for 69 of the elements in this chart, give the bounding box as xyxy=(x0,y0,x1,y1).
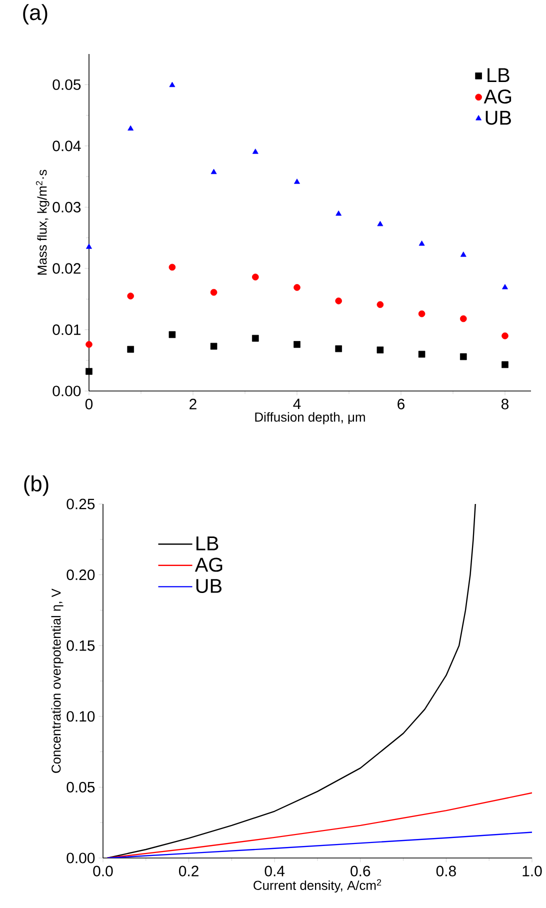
point xyxy=(210,342,218,350)
point xyxy=(335,345,342,352)
point xyxy=(169,82,176,88)
y-tick-label: 0.00 xyxy=(52,386,81,396)
point xyxy=(210,168,217,174)
point xyxy=(252,334,259,342)
point xyxy=(418,310,426,318)
chart-title: (a) xyxy=(23,4,48,25)
point xyxy=(210,288,218,296)
x-tick-label: 0.2 xyxy=(179,866,199,876)
legend-label: AG xyxy=(195,558,222,572)
point xyxy=(460,353,467,360)
x-tick-label: 6 xyxy=(398,398,405,410)
x-tick-label: 1.0 xyxy=(522,866,542,876)
y-tick-label: 0.00 xyxy=(66,852,95,864)
y-tick-label: 0.04 xyxy=(52,140,81,152)
legend-label: UB xyxy=(196,579,222,593)
chart-title: (b) xyxy=(24,475,48,496)
legend-label: UB xyxy=(486,110,512,125)
point xyxy=(376,346,384,354)
point xyxy=(168,264,176,271)
y-axis-title: Concentration overpotential η, V xyxy=(51,588,64,773)
point xyxy=(86,368,93,375)
point xyxy=(252,148,259,154)
point xyxy=(168,331,176,338)
point xyxy=(376,301,384,308)
point xyxy=(86,244,92,249)
x-axis-title: Current density, A/cm$^{2}$ xyxy=(254,879,382,893)
point xyxy=(502,284,508,290)
y-tick-label: 0.05 xyxy=(66,782,95,792)
point xyxy=(377,220,384,226)
y-axis-title: Mass flux, kg/m$^{2}$·s xyxy=(36,170,50,275)
point xyxy=(86,341,93,348)
point xyxy=(460,252,467,257)
point xyxy=(294,178,300,184)
point xyxy=(127,346,134,353)
x-tick-label: 0.8 xyxy=(436,866,456,876)
y-tick-label: 0.01 xyxy=(52,324,81,336)
point xyxy=(336,210,342,216)
point xyxy=(418,240,425,246)
point xyxy=(502,332,509,340)
point xyxy=(252,274,259,280)
point xyxy=(502,361,509,368)
point xyxy=(294,284,301,291)
x-tick-label: 4 xyxy=(293,398,301,410)
x-tick-label: 8 xyxy=(502,398,509,410)
y-tick-label: 0.02 xyxy=(52,263,81,274)
y-tick-label: 0.10 xyxy=(66,711,95,722)
x-tick-label: 0.0 xyxy=(93,866,113,876)
x-tick-label: 0.4 xyxy=(264,866,285,876)
point xyxy=(418,350,426,358)
point xyxy=(127,292,134,300)
y-tick-label: 0.03 xyxy=(52,202,81,212)
x-tick-label: 0.6 xyxy=(350,866,370,876)
y-tick-label: 0.15 xyxy=(66,640,95,651)
point xyxy=(335,298,342,304)
y-tick-label: 0.05 xyxy=(52,79,81,90)
line-series xyxy=(106,792,532,858)
x-axis-title: Diffusion depth, μm xyxy=(255,412,366,424)
legend-label: AG xyxy=(484,89,512,104)
point xyxy=(294,341,301,348)
x-tick-label: 0 xyxy=(86,398,93,410)
legend-label: LB xyxy=(488,68,510,82)
y-tick-label: 0.25 xyxy=(66,498,95,510)
point xyxy=(128,125,134,131)
x-tick-label: 2 xyxy=(190,398,197,410)
point xyxy=(460,315,467,322)
legend-label: LB xyxy=(196,536,218,550)
y-tick-label: 0.20 xyxy=(66,570,95,580)
